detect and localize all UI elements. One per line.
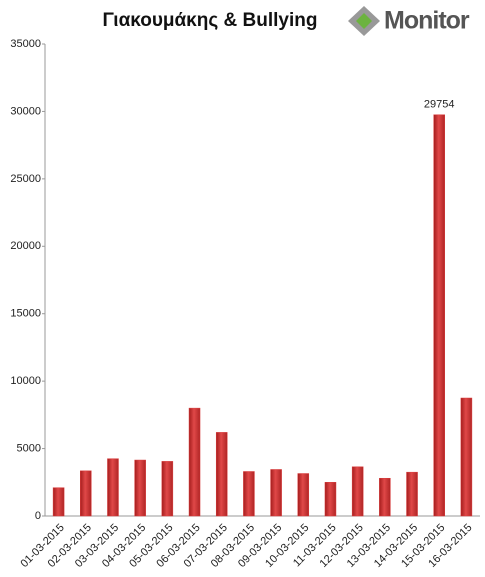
- bar: [433, 114, 445, 517]
- bar: [351, 466, 364, 517]
- bar: [297, 473, 310, 517]
- bar: [107, 458, 119, 517]
- bar: [324, 482, 337, 517]
- bar: [134, 459, 146, 517]
- bar: [161, 461, 174, 517]
- y-tick-label: 35000: [10, 38, 41, 50]
- y-tick-label: 30000: [10, 105, 41, 117]
- y-tick-label: 20000: [10, 240, 41, 252]
- value-label: 29754: [424, 99, 455, 111]
- bar: [215, 432, 228, 517]
- logo-icon: [348, 6, 380, 36]
- y-tick-label: 0: [35, 510, 41, 522]
- bar: [243, 471, 255, 517]
- y-tick-label: 5000: [17, 442, 41, 454]
- bar: [188, 407, 201, 517]
- bar: [80, 470, 92, 517]
- y-tick-label: 10000: [10, 375, 41, 387]
- bar: [379, 477, 391, 517]
- y-tick-label: 15000: [10, 308, 41, 320]
- bar: [460, 397, 473, 517]
- bar: [52, 487, 65, 517]
- y-tick-label: 25000: [10, 173, 41, 185]
- bar: [270, 469, 282, 517]
- logo-text: Monitor: [384, 7, 470, 35]
- bar: [406, 471, 418, 517]
- chart-title: Γιακουμάκης & Bullying: [102, 10, 317, 31]
